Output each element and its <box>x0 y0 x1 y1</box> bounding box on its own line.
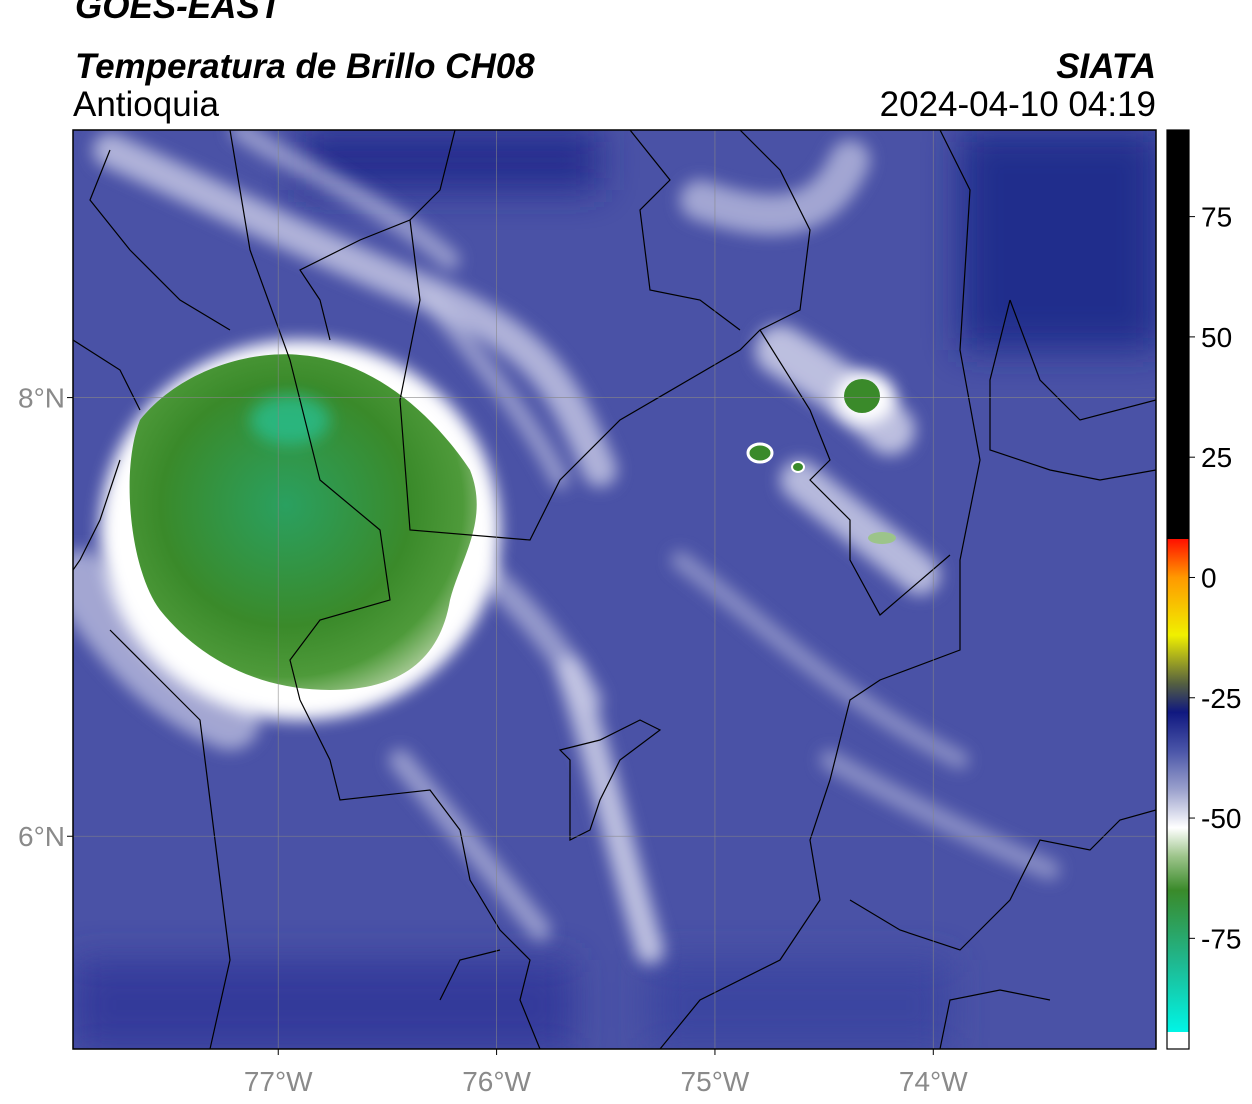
source: SIATA <box>1056 47 1156 86</box>
timestamp: 2024-04-10 04:19 <box>880 85 1156 124</box>
x-tick-label: 75°W <box>681 1066 750 1097</box>
map-image <box>73 130 1156 1049</box>
y-tick-label: 6°N <box>18 821 65 852</box>
colorbar-tick-label: 75 <box>1201 202 1232 233</box>
colorbar-tick-label: -75 <box>1201 923 1241 954</box>
colorbar-tick-label: 50 <box>1201 322 1232 353</box>
colorbar <box>1166 129 1190 1050</box>
subtitle: Temperatura de Brillo CH08 <box>75 47 535 86</box>
title: GOES-EAST <box>75 0 284 26</box>
region: Antioquia <box>73 85 219 124</box>
colorbar-tick-label: -50 <box>1201 803 1241 834</box>
x-tick-label: 77°W <box>244 1066 313 1097</box>
map-frame <box>72 129 1157 1050</box>
colorbar-tick-label: 25 <box>1201 442 1232 473</box>
y-tick-label: 8°N <box>18 383 65 414</box>
colorbar-tick-label: -25 <box>1201 683 1241 714</box>
x-tick-label: 76°W <box>462 1066 531 1097</box>
x-tick-label: 74°W <box>899 1066 968 1097</box>
colorbar-tick-label: 0 <box>1201 562 1217 593</box>
